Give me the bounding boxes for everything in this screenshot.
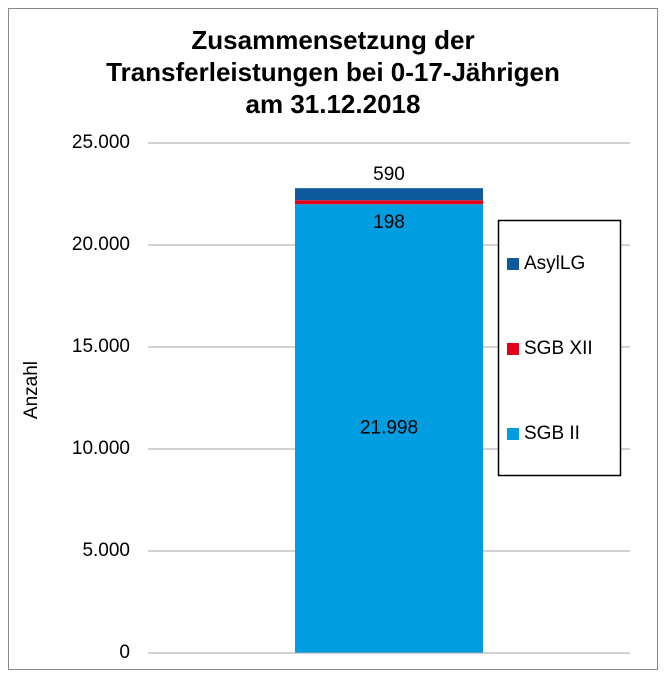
bar-segment [295,204,483,654]
legend-label: SGB II [524,423,580,444]
chart-title: Transferleistungen bei 0-17-Jährigen [106,57,560,87]
legend-swatch [507,428,519,440]
bar-segment [295,200,483,205]
chart-title: am 31.12.2018 [246,89,421,119]
y-tick-label: 10.000 [72,438,130,459]
y-tick-label: 25.000 [72,132,130,153]
legend-label: SGB XII [524,338,593,359]
y-axis-label: Anzahl [21,361,42,419]
legend-swatch [507,258,519,270]
y-tick-label: 0 [119,642,130,663]
chart-title: Zusammensetzung der [191,25,474,55]
data-label: 198 [373,212,405,233]
bar-segment [295,188,483,201]
data-label: 21.998 [360,418,418,439]
y-tick-label: 15.000 [72,336,130,357]
legend-label: AsylLG [524,253,585,274]
y-tick-label: 5.000 [82,540,130,561]
legend-swatch [507,343,519,355]
data-label: 590 [373,164,405,185]
y-tick-label: 20.000 [72,234,130,255]
